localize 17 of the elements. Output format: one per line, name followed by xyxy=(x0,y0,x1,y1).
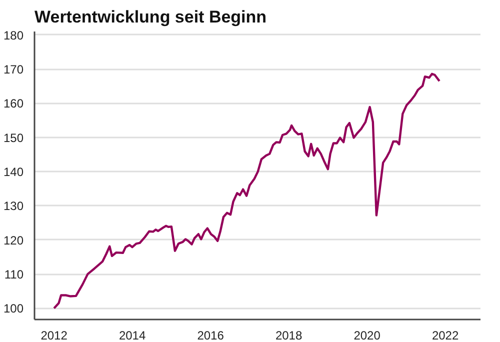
y-tick-label: 120 xyxy=(3,233,24,248)
x-tick-label: 2012 xyxy=(40,328,68,342)
x-tick-label: 2014 xyxy=(118,328,146,342)
x-tick-label: 2016 xyxy=(197,328,224,342)
y-tick-label: 100 xyxy=(3,302,24,316)
y-tick-label: 150 xyxy=(3,130,24,145)
chart-title: Wertentwicklung seit Beginn xyxy=(34,8,267,26)
y-tick-label: 110 xyxy=(4,268,24,282)
x-tick-label: 2022 xyxy=(432,328,459,342)
x-tick-label: 2018 xyxy=(275,328,302,342)
y-tick-label: 140 xyxy=(3,165,24,180)
y-tick-label: 170 xyxy=(3,62,24,77)
y-tick-label: 160 xyxy=(3,96,24,111)
y-tick-label: 180 xyxy=(3,28,24,42)
y-tick-label: 130 xyxy=(3,199,24,214)
x-tick-label: 2020 xyxy=(354,328,381,342)
line-series xyxy=(52,72,441,310)
